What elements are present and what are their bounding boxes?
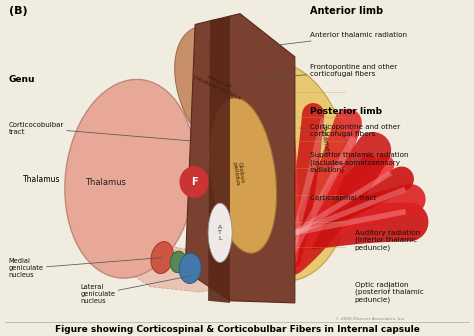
Ellipse shape [179,253,201,284]
Polygon shape [100,211,235,292]
Text: Putamen: Putamen [319,125,330,157]
Polygon shape [185,14,295,303]
Text: Corticocobulbar
tract: Corticocobulbar tract [9,122,192,141]
Text: Auditory radiation
(inferior thalamic
peduncle): Auditory radiation (inferior thalamic pe… [355,229,420,251]
Polygon shape [208,17,230,303]
Text: F: F [191,177,198,187]
Ellipse shape [170,251,186,272]
Ellipse shape [65,79,196,278]
Circle shape [180,167,208,197]
Ellipse shape [175,26,265,159]
Text: Superior thalamic radiation
(includes somatosensory
radiation): Superior thalamic radiation (includes so… [310,152,408,173]
Text: Medial
geniculate
nucleus: Medial geniculate nucleus [9,258,162,279]
Text: Corticospinal tract: Corticospinal tract [310,195,376,201]
Text: Thalamus: Thalamus [23,175,60,184]
Text: Anterior thalamic radiation: Anterior thalamic radiation [270,32,407,46]
Text: Globus
pallidus: Globus pallidus [231,161,245,186]
Ellipse shape [151,242,173,274]
Text: A
T
L: A T L [218,225,222,241]
Text: Frontopontine and other
corticofugal fibers: Frontopontine and other corticofugal fib… [262,65,397,78]
Ellipse shape [210,98,277,253]
Text: Thalamus: Thalamus [85,177,126,186]
Text: (B): (B) [9,6,27,16]
Ellipse shape [205,61,351,281]
Text: Head of
caudate nucleus: Head of caudate nucleus [192,69,244,101]
Text: Lateral
geniculate
nucleus: Lateral geniculate nucleus [81,276,190,304]
Text: Corticopontine and other
corticofugal fibers: Corticopontine and other corticofugal fi… [300,124,400,137]
Text: Optic radiation
(posterior thalamic
peduncle): Optic radiation (posterior thalamic pedu… [355,282,423,303]
Text: Posterior limb: Posterior limb [310,107,382,116]
Ellipse shape [208,203,232,262]
Text: Genu: Genu [9,75,35,84]
Text: Figure showing Corticospinal & Corticobulbar Fibers in Internal capsule: Figure showing Corticospinal & Corticobu… [55,325,419,334]
Text: Anterior limb: Anterior limb [310,6,383,16]
Text: © 2000 Elsevier Associates, Inc.: © 2000 Elsevier Associates, Inc. [335,317,405,321]
